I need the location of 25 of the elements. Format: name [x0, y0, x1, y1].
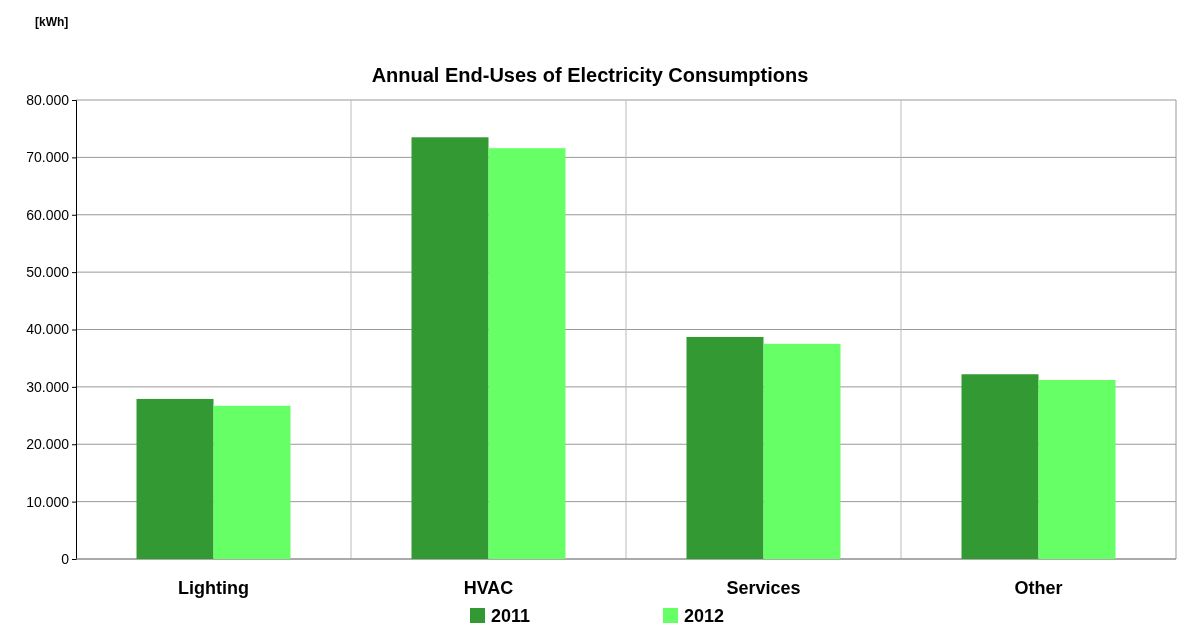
y-tick-label: 50.000 — [26, 264, 70, 281]
bar — [1038, 379, 1116, 559]
y-tick-label: 80.000 — [26, 91, 70, 108]
y-tick-label: 40.000 — [26, 321, 70, 338]
bar — [136, 398, 214, 559]
bar — [488, 148, 566, 559]
x-tick-label: Other — [1014, 577, 1063, 598]
x-tick-label: Lighting — [178, 577, 249, 598]
text: [kWh] — [35, 15, 69, 29]
y-tick-label: 10.000 — [26, 493, 70, 510]
y-tick-label: 0 — [61, 550, 70, 567]
bar — [763, 343, 841, 559]
y-tick-label: 20.000 — [26, 436, 70, 453]
legend-label: 2012 — [684, 606, 725, 626]
y-tick-label: 70.000 — [26, 149, 70, 166]
chart-title: Annual End-Uses of Electricity Consumptions — [371, 64, 809, 86]
x-tick-label: Services — [726, 577, 801, 598]
bar — [961, 374, 1039, 559]
bar — [411, 137, 489, 559]
legend-label: 2011 — [491, 606, 531, 626]
bar — [213, 405, 291, 559]
y-tick-label: 30.000 — [26, 378, 70, 395]
bar — [686, 336, 764, 559]
x-tick-label: HVAC — [463, 577, 514, 598]
y-tick-label: 60.000 — [26, 206, 70, 223]
